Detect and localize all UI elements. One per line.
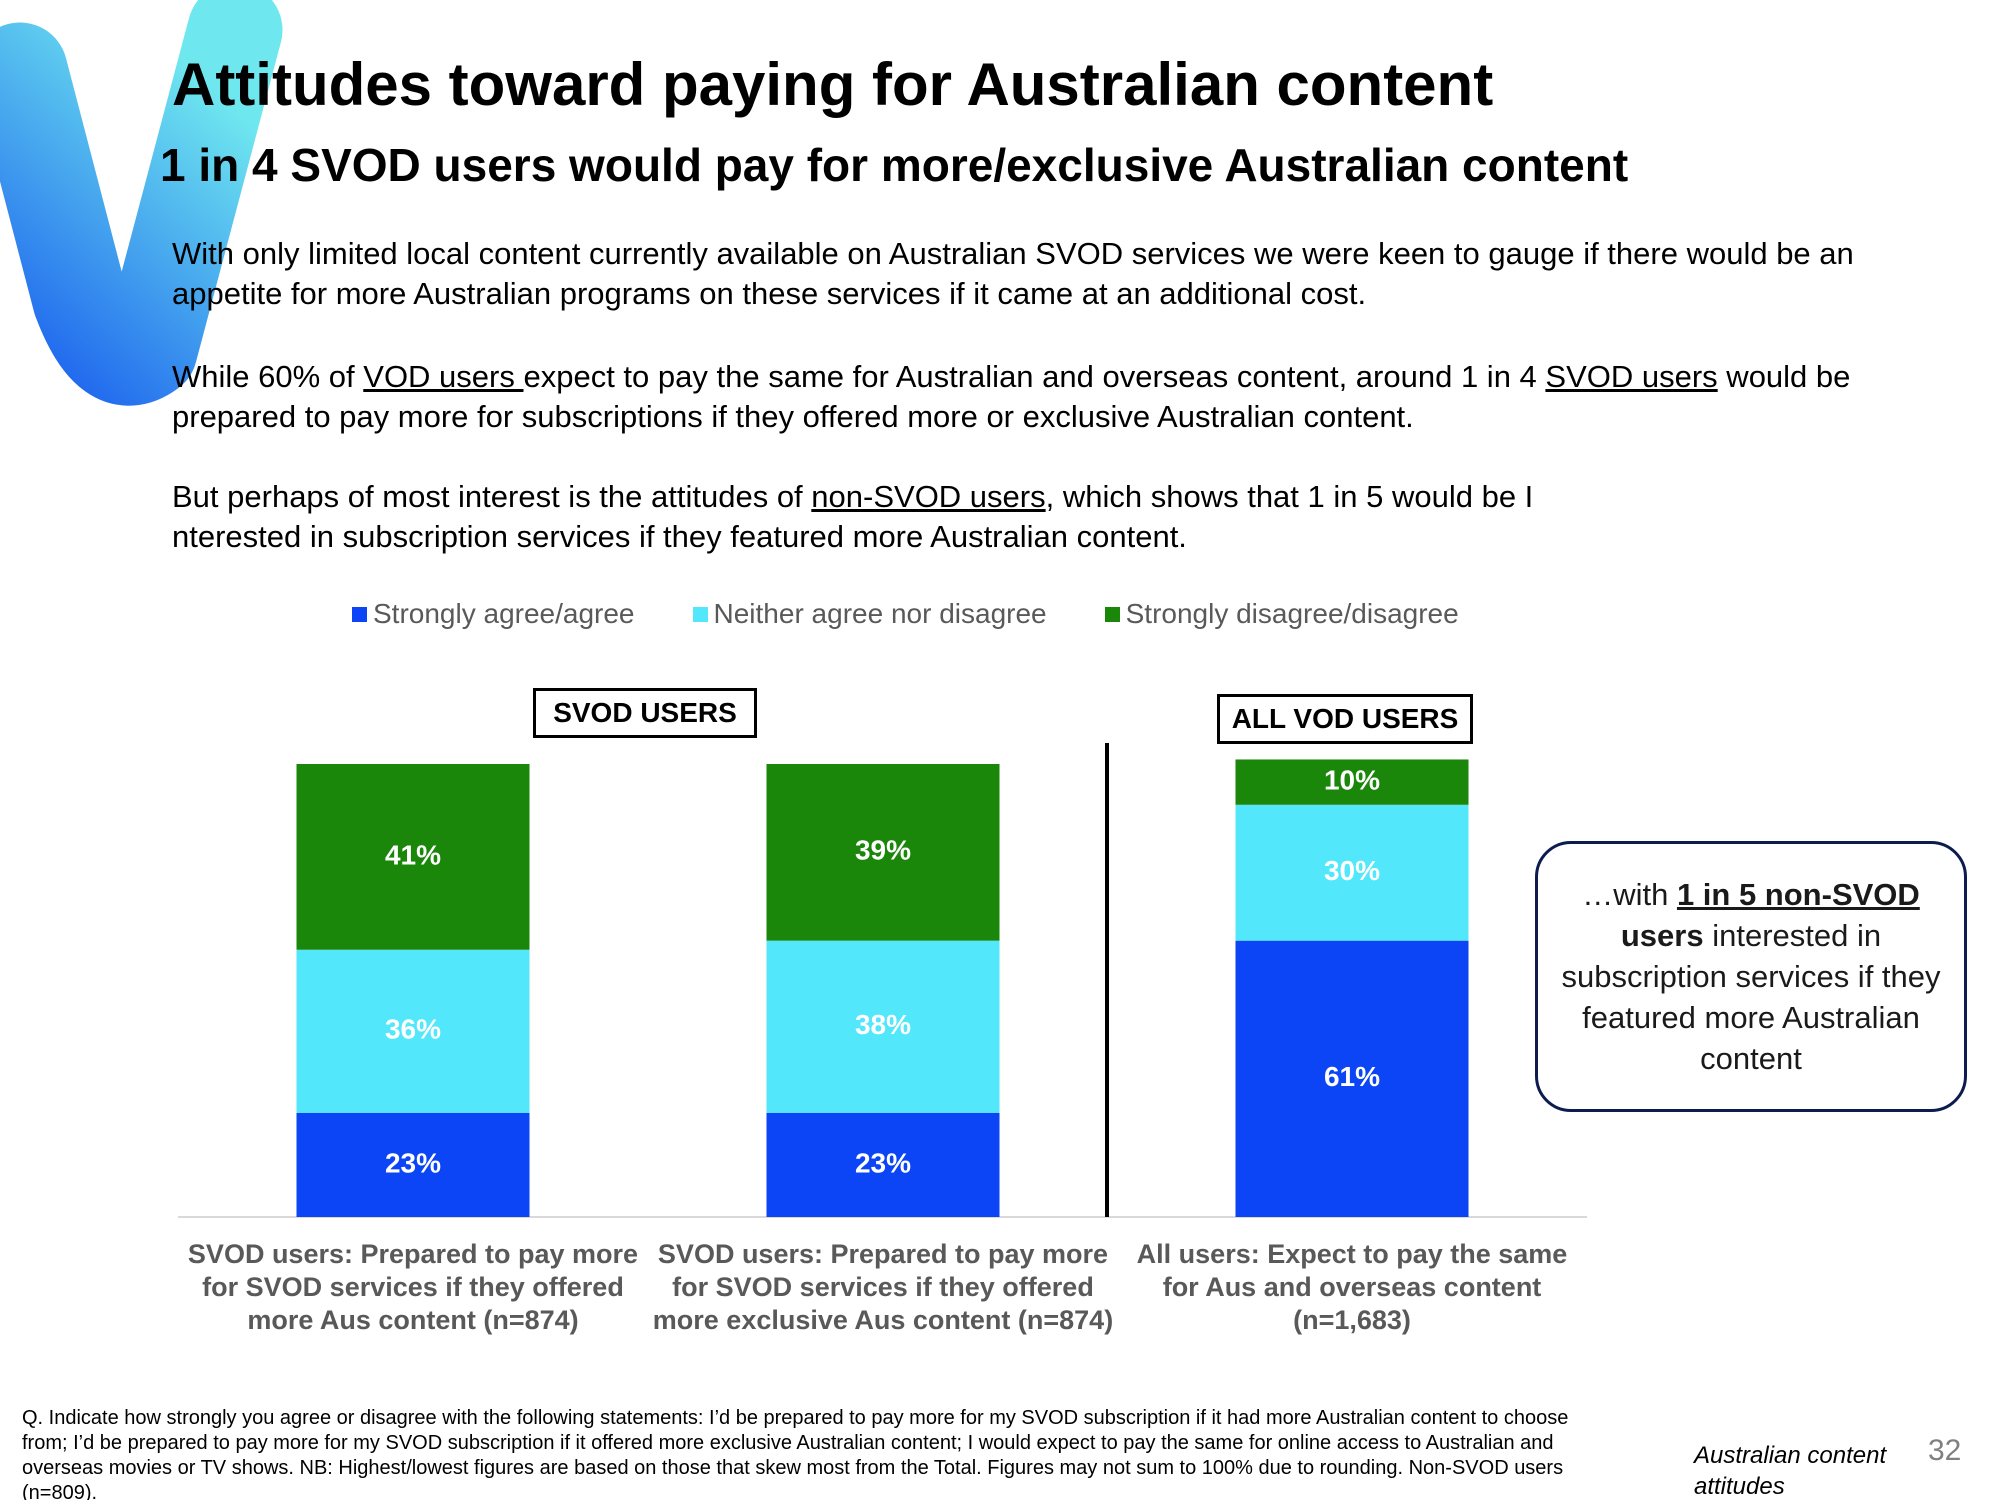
value-label: 41% bbox=[385, 839, 441, 870]
legend: Strongly agree/agree Neither agree nor di… bbox=[352, 598, 1459, 630]
legend-item: Neither agree nor disagree bbox=[692, 598, 1047, 630]
text: non-SVOD users bbox=[811, 479, 1046, 514]
group-label: ALL VOD USERS bbox=[1217, 694, 1473, 744]
bar-segment bbox=[296, 764, 530, 950]
text: SVOD users bbox=[1545, 359, 1718, 394]
text: VOD users bbox=[363, 359, 524, 394]
value-label: 61% bbox=[1324, 1061, 1380, 1092]
paragraph: While 60% of VOD users expect to pay the… bbox=[172, 357, 1862, 437]
text: nterested in subscription services if th… bbox=[172, 519, 1187, 554]
text: users bbox=[1620, 918, 1704, 953]
text: 1 in 5 non-SVOD bbox=[1676, 877, 1920, 912]
x-tick-label: SVOD users: Prepared to pay more for SVO… bbox=[652, 1239, 1114, 1335]
value-label: 10% bbox=[1324, 765, 1380, 796]
text: …with bbox=[1582, 877, 1677, 912]
legend-label: Strongly disagree/disagree bbox=[1125, 598, 1459, 629]
legend-label: Strongly agree/agree bbox=[373, 598, 635, 629]
page-number: 32 bbox=[1928, 1434, 1962, 1467]
value-label: 39% bbox=[855, 835, 911, 866]
x-tick-label: All users: Expect to pay the same for Au… bbox=[1136, 1239, 1568, 1335]
paragraph: But perhaps of most interest is the atti… bbox=[172, 477, 1862, 557]
bar-segment bbox=[1235, 940, 1469, 1217]
legend-swatch bbox=[1104, 606, 1120, 622]
bar-segment bbox=[1235, 804, 1469, 941]
footnote: Q. Indicate how strongly you agree or di… bbox=[22, 1407, 1569, 1500]
value-label: 23% bbox=[385, 1147, 441, 1178]
text: With only limited local content currentl… bbox=[172, 236, 1854, 311]
callout: …with 1 in 5 non-SVOD users interested i… bbox=[1535, 841, 1967, 1112]
bar-segment bbox=[296, 949, 530, 1113]
bar-segment bbox=[1235, 759, 1469, 805]
text: would be prepared to pay more for subscr… bbox=[172, 359, 1851, 434]
bar-segment bbox=[766, 764, 1000, 941]
legend-label: Neither agree nor disagree bbox=[713, 598, 1047, 629]
title: Attitudes toward paying for Australian c… bbox=[172, 51, 1494, 118]
legend-item: Strongly agree/agree bbox=[352, 598, 635, 630]
text: , which shows that 1 in 5 would be I bbox=[1045, 479, 1534, 514]
text: interested in subscription services if t… bbox=[1561, 918, 1941, 1076]
bars: 23% 36% 41% 23% 38% 39% 61% 30% 10% bbox=[296, 759, 1469, 1217]
value-label: 23% bbox=[855, 1147, 911, 1178]
bar-segment bbox=[766, 940, 1000, 1113]
value-label: 30% bbox=[1324, 855, 1380, 886]
logo bbox=[0, 0, 283, 406]
legend-item: Strongly disagree/disagree bbox=[1104, 598, 1459, 630]
callout-text: …with 1 in 5 non-SVOD users interested i… bbox=[1558, 874, 1944, 1079]
bar-segment bbox=[766, 1112, 1000, 1217]
bar-segment bbox=[296, 1112, 530, 1217]
group-label: SVOD USERS bbox=[533, 688, 757, 738]
legend-swatch bbox=[352, 606, 367, 622]
text: expect to pay the same for Australian an… bbox=[523, 359, 1546, 394]
subtitle: 1 in 4 SVOD users would pay for more/exc… bbox=[160, 139, 1629, 191]
value-label: 38% bbox=[855, 1009, 911, 1040]
value-label: 36% bbox=[385, 1014, 441, 1045]
text: While 60% of bbox=[172, 359, 364, 394]
paragraph: With only limited local content currentl… bbox=[172, 234, 1862, 314]
x-tick-label: SVOD users: Prepared to pay more for SVO… bbox=[187, 1239, 639, 1335]
legend-swatch bbox=[692, 606, 708, 622]
text: But perhaps of most interest is the atti… bbox=[172, 479, 812, 514]
section-name: Australian content attitudes bbox=[1694, 1442, 1887, 1500]
